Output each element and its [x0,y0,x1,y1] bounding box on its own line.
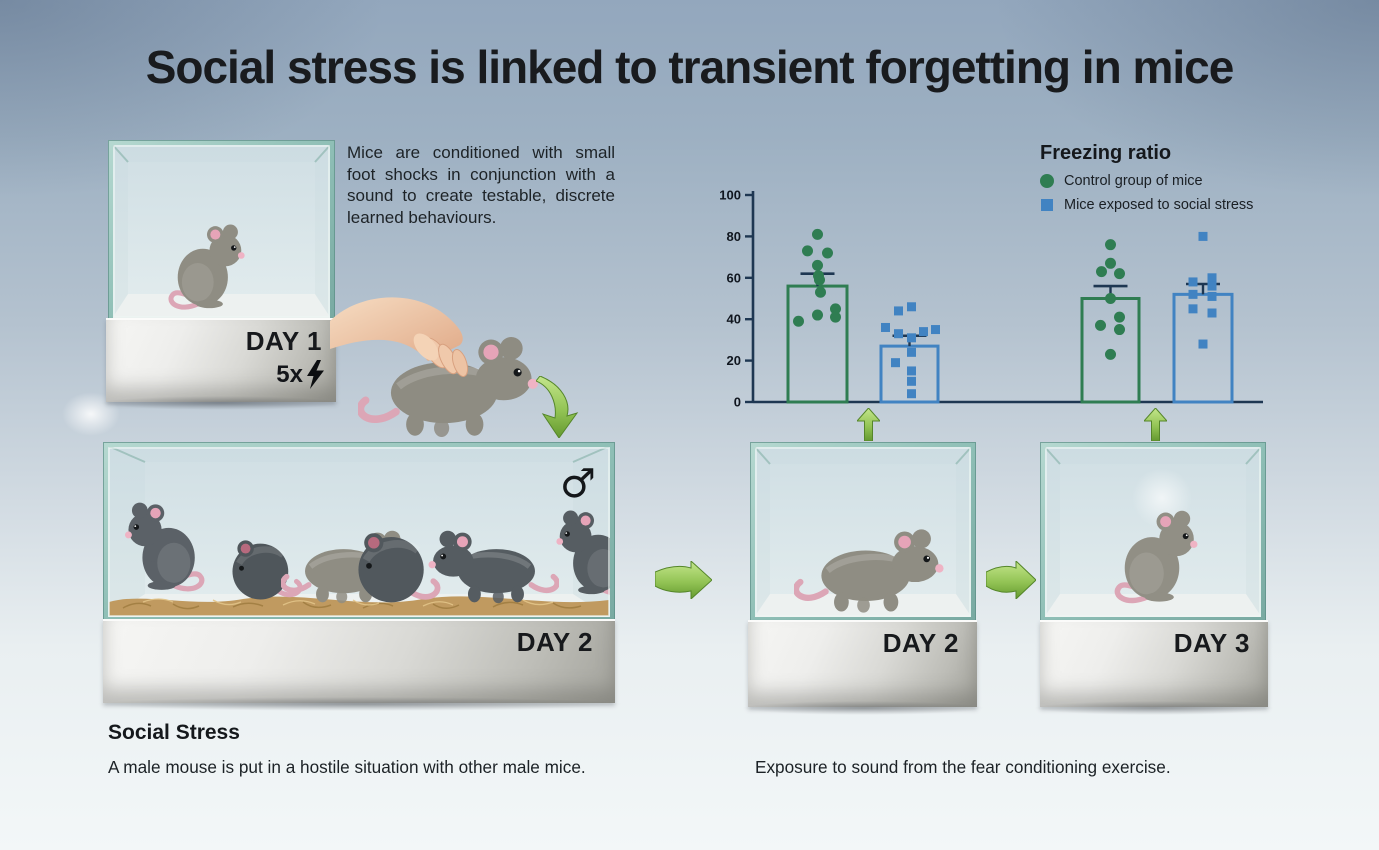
day1-label: DAY 1 [245,326,322,356]
intro-text: Mice are conditioned with small foot sho… [347,143,615,227]
hand-finger [451,349,469,377]
sound-tank-day2 [750,442,976,622]
arrow-up-icon [1144,408,1167,441]
straw-bedding [109,596,609,616]
svg-text:100: 100 [719,188,741,203]
arrow-right-icon [986,561,1036,599]
freezing-ratio-chart: 0 20 40 60 80 100 [719,188,1263,410]
legend-item-control: Control group of mice [1040,173,1253,189]
arrow-right-icon [655,561,712,599]
day1-base-shadow [100,396,342,410]
base-shadow [742,701,984,715]
sound-day2-label: DAY 2 [882,628,959,658]
svg-text:20: 20 [727,353,741,368]
arrow-down-icon [536,376,579,438]
svg-text:40: 40 [727,312,741,327]
legend-item-stress: Mice exposed to social stress [1040,197,1253,213]
lightning-icon [307,360,324,389]
legend-label: Mice exposed to social stress [1064,197,1254,213]
stress-square-icon [1041,199,1053,211]
page-title: Social stress is linked to transient for… [145,41,1235,93]
sound-day2-base: DAY 2 [748,620,977,707]
base-shadow [96,697,624,711]
svg-text:60: 60 [727,270,741,285]
sound-caption: Exposure to sound from the fear conditio… [755,757,1171,777]
social-stress-base: DAY 2 [103,619,615,703]
day2-label: DAY 2 [516,627,593,657]
hand-with-mouse [330,297,558,437]
shock-count: 5x [276,360,303,388]
straw-strands [142,598,554,607]
day1-base: DAY 1 5x [106,318,336,402]
svg-text:80: 80 [727,229,741,244]
chart-title: Freezing ratio [1040,142,1172,164]
straw-strands [122,601,582,610]
hand-thumb [413,333,439,361]
control-circle-icon [1040,174,1054,188]
day1-tank [108,140,335,323]
arrow-up-icon [857,408,880,441]
social-stress-heading: Social Stress [108,721,240,744]
male-symbol: ♂ [560,461,596,507]
social-stress-tank [103,442,615,622]
svg-text:0: 0 [734,395,741,410]
sound-tank-day3 [1040,442,1266,622]
base-shadow [1034,701,1274,715]
sound-day3-base: DAY 3 [1040,620,1268,707]
shock-row: 5x [276,360,324,389]
legend-label: Control group of mice [1064,173,1203,189]
chart-legend: Freezing ratio Control group of mice Mic… [1040,142,1253,221]
social-stress-caption: A male mouse is put in a hostile situati… [108,757,586,777]
sound-day3-label: DAY 3 [1173,628,1250,658]
